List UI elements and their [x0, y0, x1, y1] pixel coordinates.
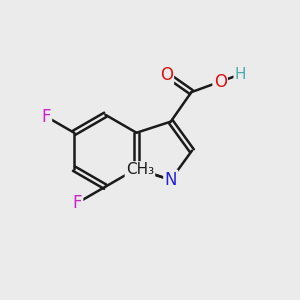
- Text: N: N: [164, 171, 177, 189]
- Text: F: F: [73, 194, 82, 212]
- Text: F: F: [41, 108, 51, 125]
- Text: O: O: [160, 66, 173, 84]
- Text: H: H: [235, 67, 246, 82]
- Text: O: O: [214, 73, 226, 91]
- Text: CH₃: CH₃: [126, 162, 154, 177]
